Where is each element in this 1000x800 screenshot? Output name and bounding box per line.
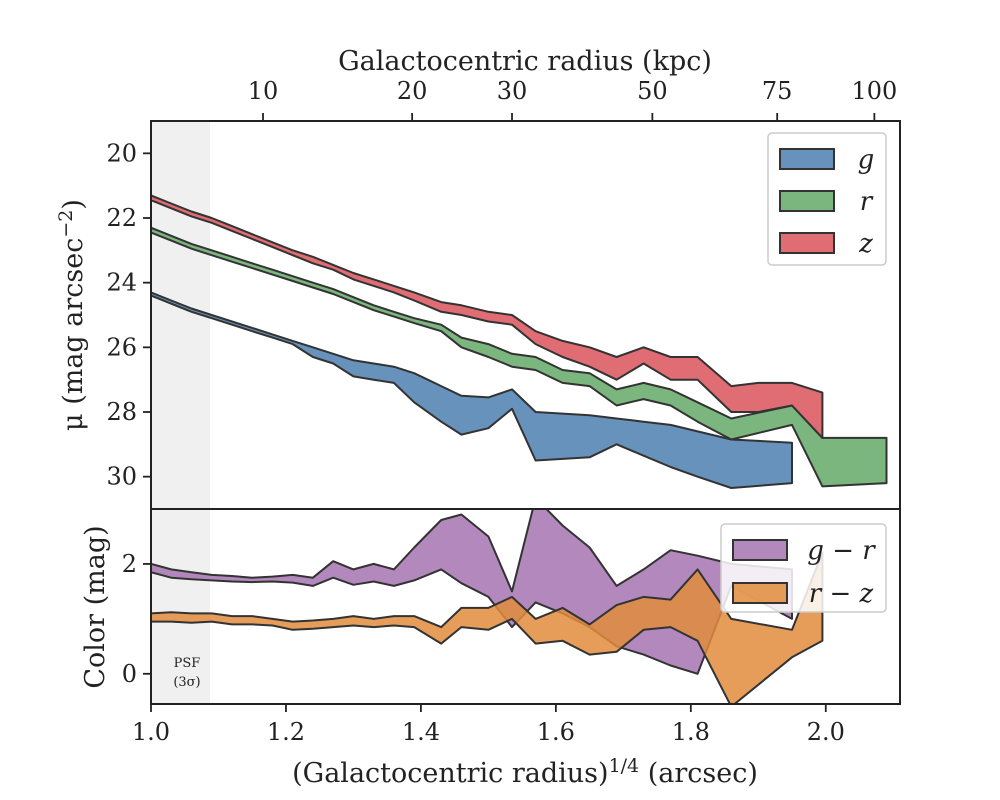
top-y-tick-label: 22	[106, 204, 137, 232]
legend-colors: g − r r − z	[720, 523, 887, 613]
bottom-y-tick-label: 2	[122, 550, 137, 578]
top-x-tick-label: 50	[637, 77, 668, 105]
top-y-tick-label: 26	[106, 333, 137, 361]
axes: 20 22 24 26 28 30 10 20 30 50 75 100 0 2 1.0 1.2 1.4 1.6 1…	[106, 77, 897, 746]
bottom-panel-frame	[150, 508, 901, 705]
legend-label-z: z	[858, 229, 873, 259]
bottom-x-tick-label: 1.6	[537, 718, 575, 746]
legend-label-g: g	[858, 145, 875, 175]
series-band-r-z	[151, 551, 824, 704]
bottom-x-tick-label: 1.2	[267, 718, 305, 746]
top-x-tick-label: 10	[248, 77, 279, 105]
top-x-tick-label: 30	[497, 77, 528, 105]
bottom-psf-region	[151, 509, 210, 704]
psf-label-line2: (3σ)	[173, 675, 200, 690]
legend-swatch-r-z	[732, 582, 788, 604]
series-band-r	[151, 226, 888, 488]
bottom-x-tick-label: 1.4	[402, 718, 440, 746]
bottom-x-tick-label: 1.0	[132, 718, 170, 746]
bottom-x-tick-label: 2.0	[807, 718, 845, 746]
series-band-z	[151, 194, 824, 439]
bottom-x-tick-label: 1.8	[672, 718, 710, 746]
legend-swatch-r	[779, 190, 835, 212]
top-x-tick-label: 100	[851, 77, 897, 105]
surface-brightness-plot	[151, 194, 888, 489]
top-y-tick-label: 30	[106, 463, 137, 491]
bottom-y-axis-label: Color (mag)	[80, 525, 111, 688]
bottom-y-tick-label: 0	[122, 660, 137, 688]
top-x-axis-label: Galactocentric radius (kpc)	[338, 46, 712, 77]
legend-label-r: r	[860, 187, 874, 217]
series-band-g	[151, 291, 793, 489]
legend-swatch-g-r	[732, 539, 788, 561]
bottom-x-axis-label: (Galactocentric radius)1/4 (arcsec)	[292, 755, 758, 789]
top-y-axis-label: μ (mag arcsec−2)	[55, 199, 89, 431]
legend-swatch-g	[779, 148, 835, 170]
legend-label-r-z: r − z	[809, 579, 874, 609]
legend-label-g-r: g − r	[807, 536, 876, 566]
top-y-tick-label: 28	[106, 398, 137, 426]
top-y-tick-label: 20	[106, 139, 137, 167]
psf-label-line1: PSF	[174, 656, 201, 671]
top-y-tick-label: 24	[106, 269, 137, 297]
legend-magnitudes: grz	[767, 132, 887, 266]
legend-swatch-z	[779, 232, 835, 254]
top-x-tick-label: 20	[397, 77, 428, 105]
top-x-tick-label: 75	[762, 77, 793, 105]
color-plot	[151, 509, 824, 704]
